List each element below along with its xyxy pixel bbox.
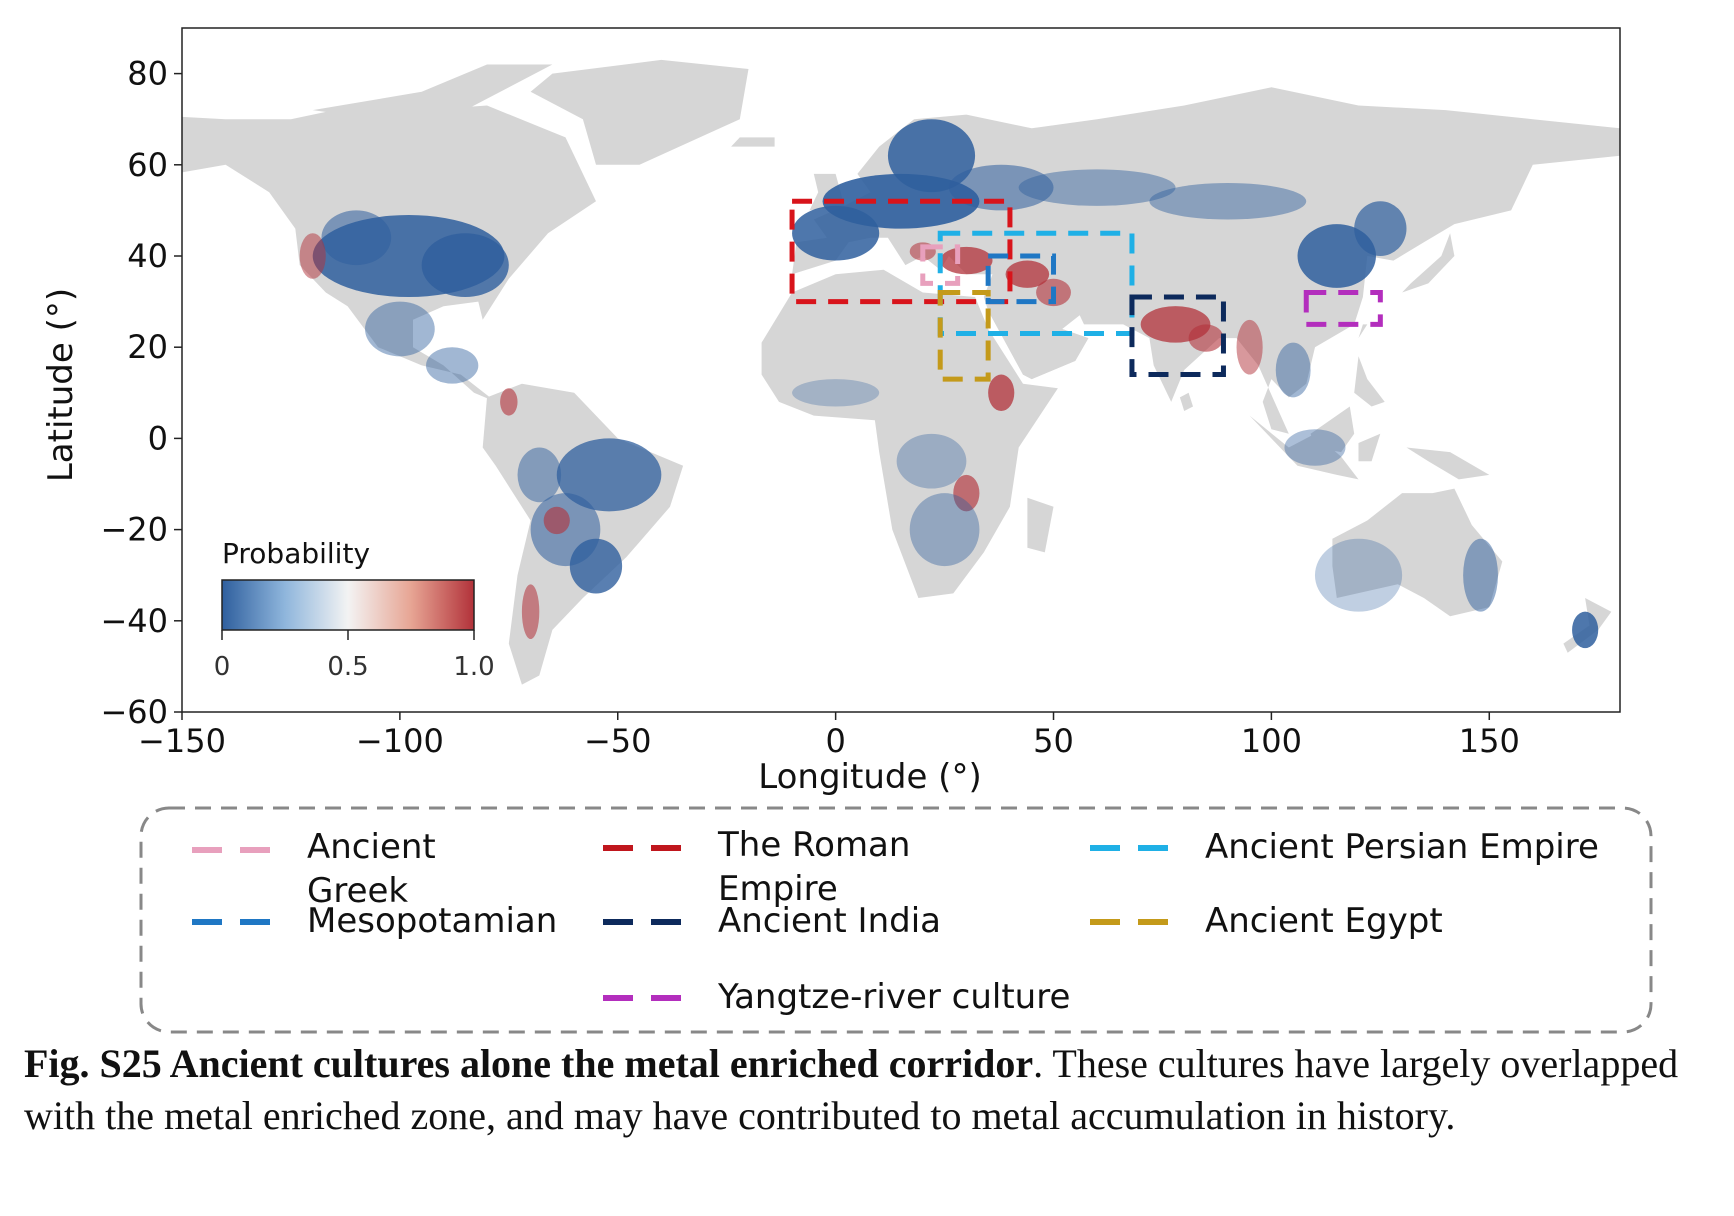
region-ancient-greek [920,244,961,286]
y-tick-label: 60 [127,146,168,184]
probability-layer [299,119,1599,649]
x-tick-label: 0 [825,722,845,760]
legend-label: Yangtze-river culture [717,977,1070,1017]
map-chart: −150 −100 −50 0 50 100 150 −60−40−20020406080 … [41,27,1653,1034]
figure-caption: Fig. S25 Ancient cultures alone the meta… [24,1038,1714,1142]
y-tick-label: 20 [127,328,168,366]
colorbar-title: Probability [222,537,370,570]
x-tick-label: −50 [584,722,652,760]
colorbar: Probability 0 0.5 1.0 [214,537,495,682]
caption-body: . These cultures have largely overlapped… [24,1041,1679,1138]
region-mesopotamian [985,253,1057,305]
y-tick-label: −40 [100,602,168,640]
legend-item-ancient-egypt: Ancient Egypt [1090,901,1443,941]
y-tick-label: 80 [127,55,168,93]
x-tick-label: −100 [356,722,444,760]
legend-label: Mesopotamian [307,901,557,941]
region-ancient-egypt [937,289,991,382]
region-ancient-india [1129,294,1226,378]
x-axis-label: Longitude (°) [758,757,981,797]
legend-label: Ancient [307,827,436,867]
y-tick-label: 0 [148,419,168,457]
legend-item-ancient-india: Ancient India [603,901,941,941]
x-tick-label: 150 [1459,722,1520,760]
region-yangtze-river-culture [1303,289,1383,327]
y-axis: −60 −40 −20 0 20 40 60 80 [100,55,182,731]
y-axis-label: Latitude (°) [41,288,81,482]
plot-frame [181,27,1621,713]
region-the-roman-empire [789,198,1013,305]
legend-item-yangtze-river-culture: Yangtze-river culture [603,977,1070,1017]
y-tick-label: −60 [100,693,168,731]
legend-label: The Roman [717,825,910,865]
legend-label-line2: Empire [718,869,838,909]
colorbar-tick-label: 0 [214,652,231,682]
legend-label-line2: Greek [307,871,408,911]
legend-label: Ancient Egypt [1205,901,1443,941]
legend-label: Ancient Persian Empire [1205,827,1599,867]
colorbar-gradient [221,579,475,631]
y-tick-label: −20 [100,511,168,549]
region-ancient-persian-empire [937,230,1135,337]
x-tick-label: −150 [138,722,226,760]
x-axis: −150 −100 −50 0 50 100 150 [138,712,1520,760]
legend-item-ancient-persian-empire: Ancient Persian Empire [1090,827,1599,867]
culture-regions [789,198,1383,382]
legend-frame [139,806,1653,1034]
colorbar-tick-label: 0.5 [327,652,368,682]
legend-label: Ancient India [718,901,941,941]
y-tick-label: 40 [127,237,168,275]
caption-title: Fig. S25 Ancient cultures alone the meta… [24,1041,1034,1086]
colorbar-tick-label: 1.0 [453,652,494,682]
legend-item-mesopotamian: Mesopotamian [192,901,557,941]
x-tick-label: 100 [1241,722,1302,760]
x-tick-label: 50 [1033,722,1074,760]
